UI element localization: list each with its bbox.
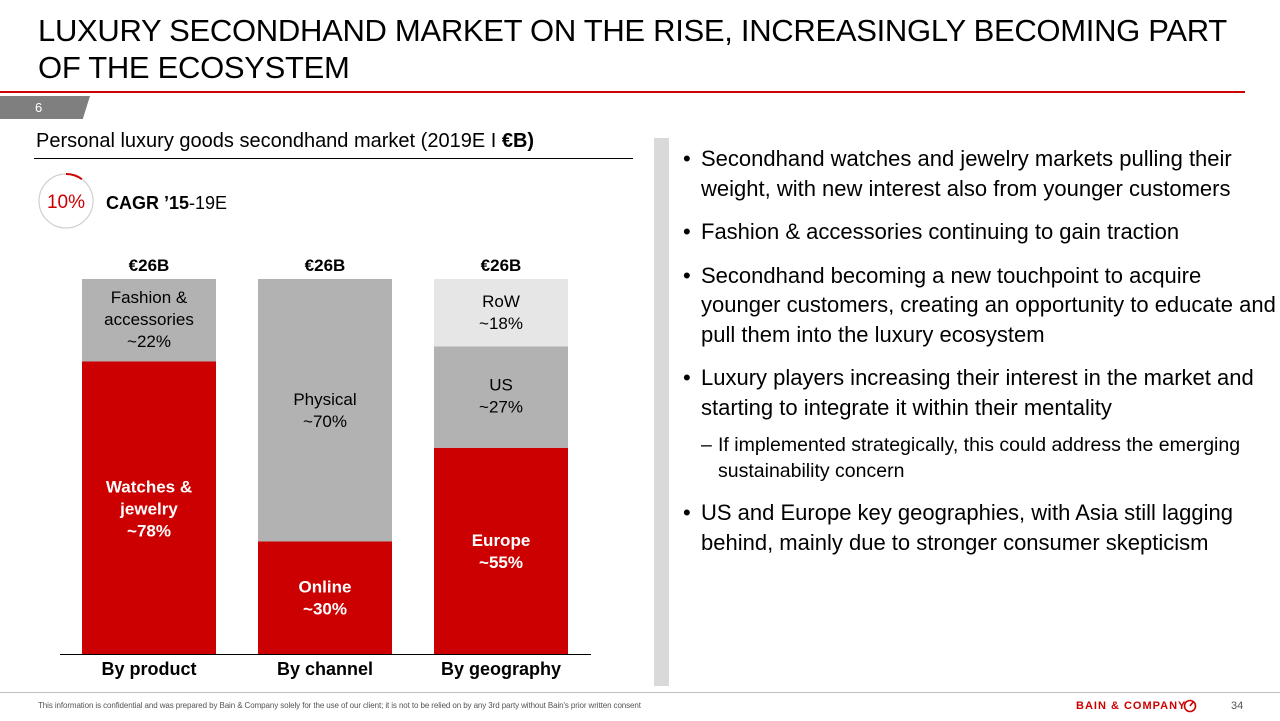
bar-segment-europe — [434, 447, 568, 655]
cagr-ring: 10% — [38, 173, 94, 229]
confidentiality-note: This information is confidential and was… — [38, 701, 641, 710]
heading-rule — [34, 158, 633, 159]
page-number: 34 — [1231, 700, 1244, 712]
segment-label: Europe — [472, 531, 531, 550]
bain-logo-icon — [1183, 699, 1197, 713]
chart-heading-text: Personal luxury goods secondhand market … — [36, 130, 502, 152]
chart-heading-unit: €B) — [501, 130, 535, 152]
chart-heading: Personal luxury goods secondhand market … — [36, 130, 534, 153]
slide-title: LUXURY SECONDHAND MARKET ON THE RISE, IN… — [38, 13, 1227, 85]
segment-label: ~55% — [479, 553, 523, 572]
bar-segment-physical — [258, 279, 392, 542]
segment-label: US — [489, 376, 513, 395]
segment-label: ~27% — [479, 398, 523, 417]
bar-total-label: €26B — [129, 256, 170, 275]
segment-label: accessories — [104, 310, 194, 329]
segment-label: Watches & — [106, 478, 192, 497]
category-label: By product — [101, 659, 196, 679]
category-label: By channel — [277, 659, 373, 679]
page-tab-number: 6 — [35, 100, 43, 115]
cagr-label-bold: CAGR ’15 — [106, 193, 190, 213]
stacked-bar-chart: Watches & jewelry ~78% Fashion & accessories… — [60, 256, 591, 679]
footer-rule — [0, 692, 1280, 693]
bar-segment-fashion-accessories — [82, 279, 216, 362]
segment-label: ~18% — [479, 314, 523, 333]
segment-label: ~22% — [127, 332, 171, 351]
bar-segment-watches-jewelry — [82, 361, 216, 654]
segment-label: Online — [299, 578, 352, 597]
bar-segment-online — [258, 541, 392, 654]
cagr-label-rest: -19E — [189, 193, 228, 213]
bar-total-label: €26B — [305, 256, 346, 275]
category-label: By geography — [441, 659, 561, 679]
brand-logo-text: BAIN & COMPANY — [1076, 700, 1187, 712]
segment-label: jewelry — [119, 500, 178, 519]
bullet-list: Secondhand watches and jewelry markets p… — [683, 144, 1280, 571]
bullet-item: Fashion & accessories continuing to gain… — [683, 217, 1280, 247]
bullet-item: Secondhand becoming a new touchpoint to … — [683, 261, 1280, 350]
segment-label: ~78% — [127, 522, 171, 541]
cagr-arc — [65, 173, 83, 181]
bullet-item: US and Europe key geographies, with Asia… — [683, 498, 1280, 557]
vertical-divider — [654, 138, 669, 686]
page-tab: 6 — [0, 96, 90, 119]
cagr-value: 10% — [46, 192, 86, 213]
segment-label: Physical — [293, 390, 356, 409]
segment-label: ~70% — [303, 412, 347, 431]
segment-label: ~30% — [303, 600, 347, 619]
sub-bullet-item: If implemented strategically, this could… — [683, 432, 1280, 484]
bullet-item: Luxury players increasing their interest… — [683, 363, 1280, 422]
segment-label: RoW — [482, 292, 520, 311]
bar-total-label: €26B — [481, 256, 522, 275]
cagr-label: CAGR ’15-19E — [106, 193, 227, 214]
title-rule — [0, 91, 1245, 93]
bullet-item: Secondhand watches and jewelry markets p… — [683, 144, 1280, 203]
bar-segment-row — [434, 279, 568, 347]
segment-label: Fashion & — [111, 288, 188, 307]
bar-segment-us — [434, 346, 568, 448]
